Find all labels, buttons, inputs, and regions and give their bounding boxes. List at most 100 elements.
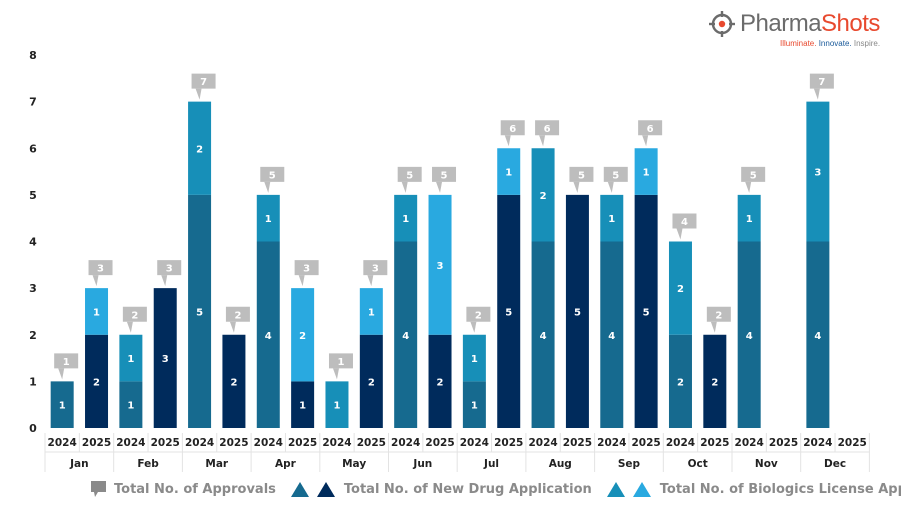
data-label-bla: 1	[471, 354, 478, 365]
bar-segment-nda	[737, 241, 761, 428]
x-tick-month-label: Apr	[275, 458, 297, 470]
total-callout-pointer	[539, 135, 546, 147]
bar-segment-bla	[256, 194, 280, 242]
total-callout-box	[54, 353, 79, 369]
bar-segment-bla	[85, 288, 109, 335]
total-callout-pointer	[126, 321, 133, 333]
total-callout-box	[157, 260, 182, 276]
bar-segment-bla	[634, 148, 658, 195]
x-tick-year-label: 2024	[322, 437, 351, 449]
bars: 1 1 2 1 3 1 1 2 3 3 5 2 7 2 2 4 1 5 1 2 3 1 1 2 1 3 4 1 5 2 3 5 1 1 2 5 1 6 4 2…	[50, 73, 834, 428]
total-callout-pointer	[436, 181, 443, 193]
data-label-bla: 1	[402, 214, 409, 225]
x-tick-year-label: 2024	[528, 437, 557, 449]
total-callout-box	[363, 260, 388, 276]
x-tick-year-label: 2025	[425, 437, 454, 449]
data-label-bla: 1	[746, 214, 753, 225]
data-label-nda: 2	[368, 377, 375, 388]
legend-label-bla: Total No. of Biologics License Applicati…	[659, 481, 901, 497]
total-callout-pointer	[813, 88, 820, 100]
total-label: 2	[234, 310, 241, 321]
bar-segment-nda	[565, 194, 589, 428]
x-tick-year-label: 2024	[735, 437, 764, 449]
total-callout-box	[397, 166, 422, 182]
total-callout-box	[260, 166, 285, 182]
triangle-icon	[606, 482, 651, 497]
bar-segment-nda	[359, 334, 383, 428]
data-label-bla: 1	[265, 214, 272, 225]
total-label: 3	[372, 264, 379, 275]
brand-name: PharmaShots	[740, 10, 880, 38]
data-label-nda: 4	[402, 331, 409, 342]
legend-label-nda: Total No. of New Drug Application	[343, 481, 592, 497]
total-label: 5	[578, 170, 585, 181]
x-tick-month-label: Jul	[483, 458, 499, 470]
bar-segment-nda	[531, 241, 555, 428]
total-callout-pointer	[676, 228, 683, 240]
data-label-bla: 2	[677, 284, 684, 295]
x-tick-month-label: Mar	[205, 458, 229, 470]
data-label-bla: 2	[196, 144, 203, 155]
data-label-bla: 1	[333, 401, 340, 412]
data-label-bla: 1	[643, 168, 650, 179]
total-label: 1	[337, 357, 344, 368]
bar-segment-nda	[600, 241, 624, 428]
total-label: 5	[406, 170, 413, 181]
total-callout-pointer	[92, 275, 99, 287]
total-callout-pointer	[745, 181, 752, 193]
x-tick-month-label: Sep	[618, 458, 641, 470]
x-tick-year-label: 2025	[632, 437, 661, 449]
x-tick-year-label: 2025	[563, 437, 592, 449]
bar-segment-bla	[531, 148, 555, 242]
total-callout-pointer	[332, 368, 339, 380]
data-label-nda: 1	[127, 401, 134, 412]
pharmashots-logo: PharmaShots Illuminate. Innovate. Inspir…	[708, 8, 888, 48]
bar-segment-nda	[256, 241, 280, 428]
total-callout-box	[432, 166, 457, 182]
total-label: 6	[647, 124, 654, 135]
x-tick-month-label: Aug	[549, 458, 572, 470]
data-label-bla: 1	[505, 168, 512, 179]
data-label-bla: 3	[814, 168, 821, 179]
total-label: 4	[681, 217, 688, 228]
y-tick-label: 5	[29, 189, 37, 202]
data-label-nda: 4	[540, 331, 547, 342]
data-label-nda: 1	[299, 401, 306, 412]
bar-segment-bla	[497, 148, 521, 195]
bar-segment-nda	[806, 241, 830, 428]
data-label-bla: 1	[127, 354, 134, 365]
data-label-nda: 4	[608, 331, 615, 342]
x-tick-year-label: 2024	[48, 437, 77, 449]
data-label-bla: 2	[540, 191, 547, 202]
bar-segment-bla	[462, 334, 486, 382]
x-tick-month-label: Jun	[412, 458, 432, 470]
data-label-bla: 1	[368, 307, 375, 318]
data-label-bla: 1	[608, 214, 615, 225]
total-callout-box	[741, 166, 766, 182]
x-tick-year-label: 2025	[769, 437, 798, 449]
bar-segment-bla	[737, 194, 761, 242]
data-label-bla: 2	[299, 331, 306, 342]
y-tick-label: 3	[29, 282, 37, 295]
data-label-nda: 4	[814, 331, 821, 342]
total-label: 2	[715, 310, 722, 321]
bar-segment-nda	[394, 241, 418, 428]
data-label-nda: 2	[93, 377, 100, 388]
total-callout-box	[122, 306, 147, 322]
total-label: 1	[63, 357, 70, 368]
data-label-nda: 2	[711, 377, 718, 388]
x-tick-year-label: 2024	[597, 437, 626, 449]
y-tick-label: 0	[29, 422, 37, 435]
total-callout-pointer	[264, 181, 271, 193]
y-axis: 0 1 2 3 4 5 6 7 8	[29, 49, 37, 435]
y-tick-label: 1	[29, 375, 37, 388]
x-tick-month-label: Oct	[688, 458, 708, 470]
x-tick-month-label: May	[342, 458, 366, 470]
bar-segment-bla	[291, 288, 315, 382]
total-callout-box	[225, 306, 250, 322]
total-label: 7	[818, 77, 825, 88]
total-callout-box	[500, 120, 525, 136]
total-label: 2	[131, 310, 138, 321]
total-callout-pointer	[607, 181, 614, 193]
total-label: 3	[166, 264, 173, 275]
